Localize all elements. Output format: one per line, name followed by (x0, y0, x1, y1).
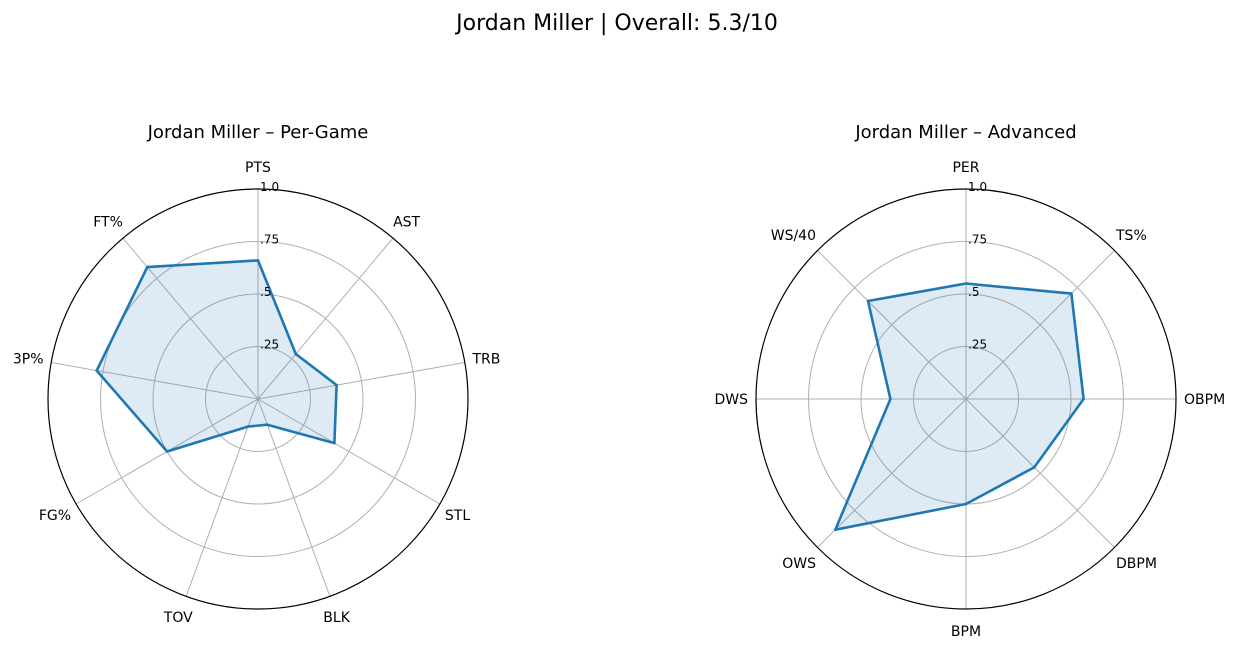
per-game-axis-label-trb: TRB (472, 352, 501, 368)
per-game-point-pts (256, 259, 260, 262)
advanced-axis-label-ows: OWS (782, 556, 816, 572)
advanced-axis-label-dws: DWS (714, 392, 748, 408)
per-game-spoke-8 (122, 237, 259, 400)
per-game-axis-label-stl: STL (445, 508, 470, 524)
per-game-rtick-label-2: .75 (260, 233, 279, 247)
per-game-axis-label-pts: PTS (245, 160, 271, 176)
advanced-rtick-label-3: 1.0 (968, 180, 987, 194)
radar-advanced-title: Jordan Miller – Advanced (854, 122, 1076, 143)
per-game-point-3p (95, 369, 98, 372)
per-game-axis-label-ft: FT% (93, 214, 123, 230)
advanced-rtick-label-1: .5 (968, 285, 979, 299)
per-game-rtick-label-0: .25 (260, 338, 279, 352)
advanced-point-per (964, 282, 968, 285)
per-game-axis-label-3p: 3P% (13, 352, 44, 368)
advanced-point-dws (889, 397, 892, 401)
per-game-spoke-2 (257, 362, 465, 400)
advanced-spoke-7 (817, 250, 967, 400)
advanced-point-bpm (964, 502, 968, 506)
advanced-point-ts (1070, 292, 1073, 295)
radar-advanced: Jordan Miller – Advanced .25 .5 .75 1.0 PER T… (714, 122, 1225, 640)
advanced-axis-label-bpm: BPM (951, 624, 981, 640)
per-game-spoke-5 (185, 398, 259, 597)
per-game-series-fill (96, 260, 337, 452)
per-game-point-trb (335, 383, 338, 387)
advanced-axis-label-obpm: OBPM (1184, 392, 1225, 408)
per-game-point-blk (266, 423, 269, 427)
advanced-point-ws40 (866, 299, 870, 303)
per-game-point-ast (294, 352, 298, 356)
radar-per-game-title: Jordan Miller – Per-Game (147, 122, 369, 143)
figure-suptitle: Jordan Miller | Overall: 5.3/10 (454, 11, 778, 36)
advanced-spoke-5 (817, 398, 967, 548)
per-game-point-tov (246, 425, 250, 428)
per-game-spoke-7 (51, 362, 259, 400)
per-game-rtick-label-1: .5 (260, 285, 271, 299)
per-game-point-fg (165, 450, 169, 453)
advanced-point-dbpm (1033, 466, 1036, 469)
advanced-spoke-3 (965, 398, 1115, 548)
advanced-axis-label-ws40: WS/40 (771, 228, 816, 244)
per-game-spoke-4 (257, 398, 331, 597)
advanced-rtick-label-0: .25 (968, 338, 987, 352)
advanced-point-ows (834, 528, 837, 531)
per-game-axis-label-blk: BLK (323, 610, 350, 626)
per-game-spoke-1 (257, 237, 394, 400)
advanced-rtick-label-2: .75 (968, 233, 987, 247)
per-game-spoke-3 (257, 398, 441, 505)
advanced-axis-label-ts: TS% (1115, 228, 1147, 244)
advanced-spoke-1 (965, 250, 1115, 400)
per-game-rtick-label-3: 1.0 (260, 180, 279, 194)
per-game-axis-label-fg: FG% (39, 508, 71, 524)
per-game-point-stl (333, 441, 336, 445)
advanced-outer-frame (755, 188, 1177, 610)
per-game-axis-label-ast: AST (393, 214, 420, 230)
advanced-axis-label-dbpm: DBPM (1116, 556, 1157, 572)
per-game-point-ft (146, 265, 149, 269)
advanced-series-fill (835, 283, 1084, 530)
per-game-series-line (95, 259, 338, 453)
advanced-point-obpm (1082, 397, 1085, 401)
per-game-axis-label-tov: TOV (163, 610, 193, 626)
per-game-outer-frame (47, 188, 469, 610)
advanced-axis-label-per: PER (952, 160, 979, 176)
radar-per-game: Jordan Miller – Per-Game .25 .5 .75 1.0 PTS A… (13, 122, 501, 626)
